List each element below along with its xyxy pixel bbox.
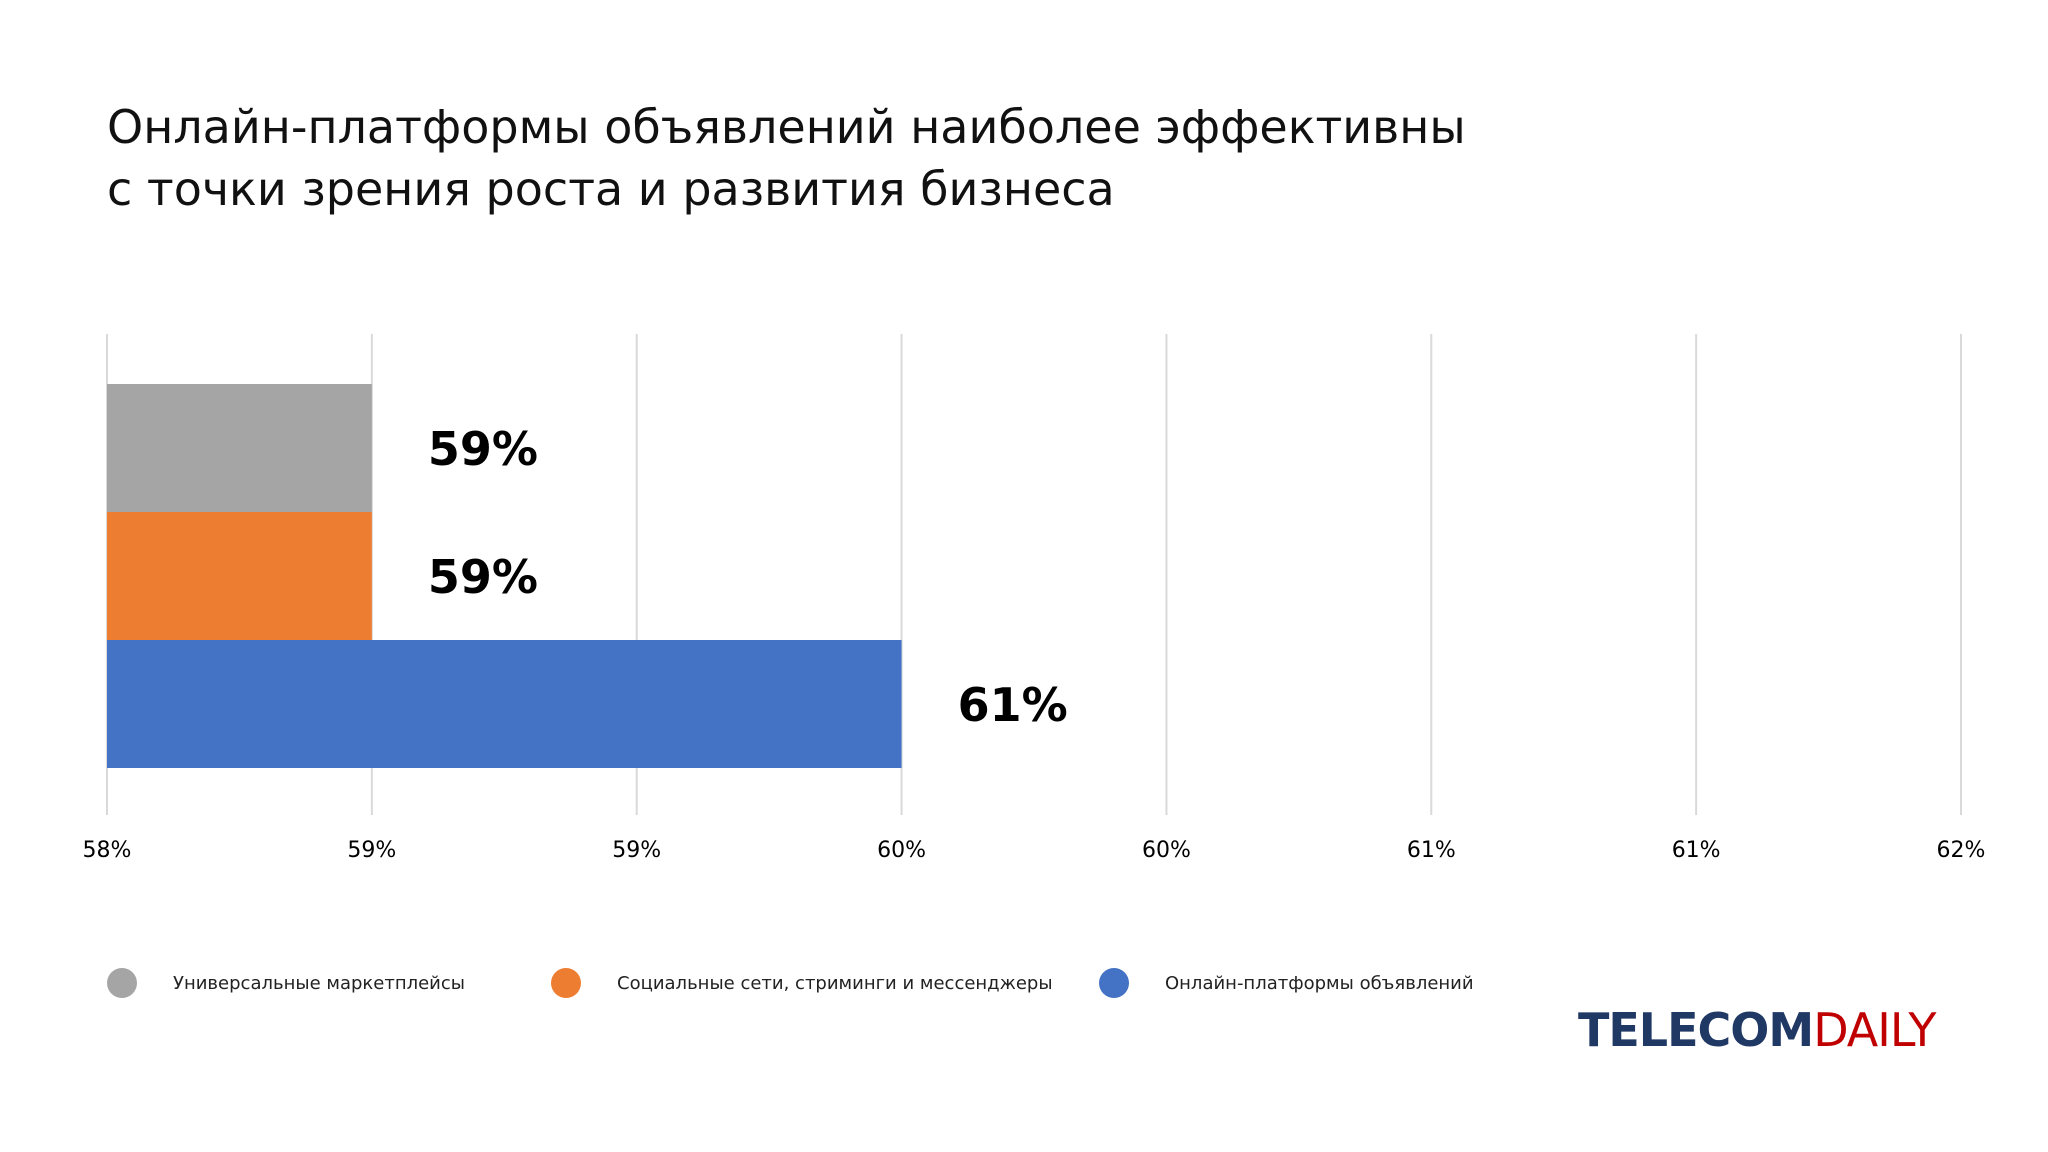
x-tick-label: 59%: [612, 838, 661, 863]
x-tick-label: 59%: [347, 838, 396, 863]
bar: [107, 384, 372, 512]
legend-label-classifieds: Онлайн-платформы объявлений: [1165, 972, 1474, 994]
legend-label-social-networks: Социальные сети, стриминги и мессенджеры: [617, 972, 1053, 994]
chart-title: Онлайн-платформы объявлений наиболее эфф…: [107, 96, 1707, 220]
x-axis-tick-labels: 58% 59% 59% 60% 60% 61% 61% 62%: [83, 838, 1986, 863]
x-tick-label: 61%: [1407, 838, 1456, 863]
bar: [107, 512, 372, 640]
bars: [107, 384, 902, 768]
chart-title-line-1: Онлайн-платформы объявлений наиболее эфф…: [107, 100, 1466, 154]
data-label: 59%: [428, 422, 538, 476]
legend-swatch-classifieds: [1099, 968, 1129, 998]
data-label: 61%: [958, 678, 1068, 732]
data-label: 59%: [428, 550, 538, 604]
logo-text-daily: DAILY: [1813, 1003, 1936, 1057]
legend-item-social-networks[interactable]: Социальные сети, стриминги и мессенджеры: [551, 963, 1053, 1003]
data-labels: 59% 59% 61%: [428, 422, 1068, 732]
x-tick-label: 60%: [1142, 838, 1191, 863]
legend-item-marketplaces[interactable]: Универсальные маркетплейсы: [107, 963, 465, 1003]
legend-swatch-social-networks: [551, 968, 581, 998]
legend-label-marketplaces: Универсальные маркетплейсы: [173, 972, 465, 994]
x-tick-label: 60%: [877, 838, 926, 863]
x-tick-label: 62%: [1937, 838, 1986, 863]
telecom-daily-logo: TELECOMDAILY: [1578, 1002, 1948, 1058]
legend: Универсальные маркетплейсы Социальные се…: [0, 963, 2048, 1003]
legend-swatch-marketplaces: [107, 968, 137, 998]
bar: [107, 640, 902, 768]
legend-item-classifieds[interactable]: Онлайн-платформы объявлений: [1099, 963, 1474, 1003]
logo-text-telecom: TELECOM: [1578, 1003, 1814, 1057]
x-tick-label: 58%: [83, 838, 132, 863]
chart-title-line-2: с точки зрения роста и развития бизнеса: [107, 162, 1115, 216]
x-tick-label: 61%: [1672, 838, 1721, 863]
